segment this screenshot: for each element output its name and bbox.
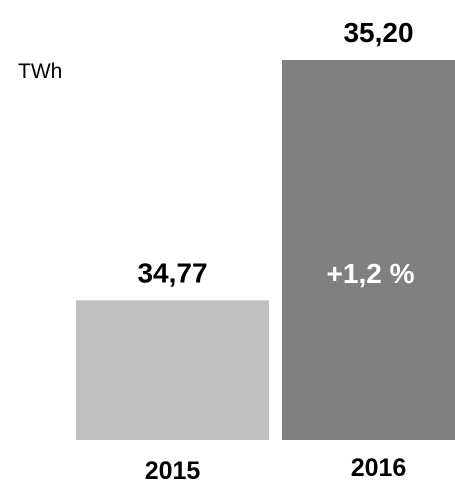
bar-2016	[282, 60, 455, 440]
value-label-2016: 35,20	[343, 17, 413, 48]
category-label-2015: 2015	[145, 457, 201, 484]
unit-label: TWh	[18, 60, 63, 83]
category-label-2016: 2016	[351, 454, 407, 482]
change-label: +1,2 %	[327, 258, 415, 289]
value-label-2015: 34,77	[137, 257, 207, 288]
bar-2015	[76, 300, 269, 440]
